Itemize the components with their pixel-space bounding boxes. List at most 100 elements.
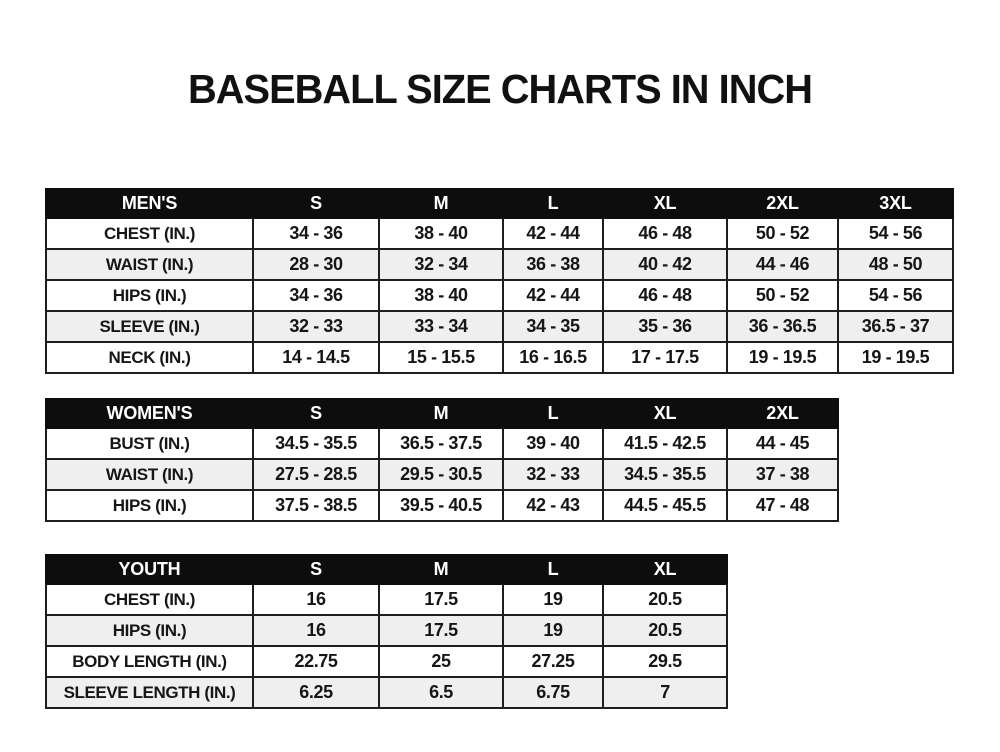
size-value-cell: 27.5 - 28.5	[252, 458, 380, 491]
page-title: BASEBALL SIZE CHARTS IN INCH	[188, 66, 813, 112]
size-column-header: XL	[602, 398, 728, 429]
table-row: HIPS (IN.) 34 - 36 38 - 40 42 - 44 46 - 48 50…	[45, 279, 954, 312]
size-value-cell: 46 - 48	[602, 279, 728, 312]
size-value-cell: 44.5 - 45.5	[602, 489, 728, 522]
size-value-cell: 37 - 38	[726, 458, 839, 491]
size-value-cell: 32 - 33	[252, 310, 380, 343]
table-row: CHEST (IN.) 16 17.5 19 20.5	[45, 583, 728, 616]
row-label: SLEEVE (IN.)	[45, 310, 254, 343]
size-value-cell: 34 - 36	[252, 217, 380, 250]
size-value-cell: 22.75	[252, 645, 380, 678]
size-column-header: S	[252, 188, 380, 219]
size-value-cell: 37.5 - 38.5	[252, 489, 380, 522]
size-value-cell: 54 - 56	[837, 279, 954, 312]
size-column-header: XL	[602, 554, 728, 585]
table-row: WAIST (IN.) 27.5 - 28.5 29.5 - 30.5 32 - 33…	[45, 458, 839, 491]
table-group-header: YOUTH	[45, 554, 254, 585]
row-label: BUST (IN.)	[45, 427, 254, 460]
table-row: HIPS (IN.) 37.5 - 38.5 39.5 - 40.5 42 - 43 4…	[45, 489, 839, 522]
size-value-cell: 54 - 56	[837, 217, 954, 250]
table-row: HIPS (IN.) 16 17.5 19 20.5	[45, 614, 728, 647]
size-column-header: 3XL	[837, 188, 954, 219]
size-value-cell: 44 - 46	[726, 248, 839, 281]
size-value-cell: 46 - 48	[602, 217, 728, 250]
table-row: BODY LENGTH (IN.) 22.75 25 27.25 29.5	[45, 645, 728, 678]
size-value-cell: 42 - 43	[502, 489, 604, 522]
size-value-cell: 16	[252, 614, 380, 647]
size-value-cell: 34 - 36	[252, 279, 380, 312]
size-value-cell: 38 - 40	[378, 217, 504, 250]
row-label: HIPS (IN.)	[45, 279, 254, 312]
size-value-cell: 14 - 14.5	[252, 341, 380, 374]
size-value-cell: 16	[252, 583, 380, 616]
row-label: CHEST (IN.)	[45, 217, 254, 250]
row-label: HIPS (IN.)	[45, 614, 254, 647]
table-group-header: WOMEN'S	[45, 398, 254, 429]
size-value-cell: 42 - 44	[502, 279, 604, 312]
size-value-cell: 50 - 52	[726, 279, 839, 312]
size-table-womens: WOMEN'S S M L XL 2XL BUST (IN.) 34.5 - 35.5 36.5…	[45, 398, 839, 522]
size-value-cell: 27.25	[502, 645, 604, 678]
size-value-cell: 35 - 36	[602, 310, 728, 343]
row-label: NECK (IN.)	[45, 341, 254, 374]
size-column-header: S	[252, 554, 380, 585]
size-value-cell: 17.5	[378, 614, 504, 647]
size-table-youth: YOUTH S M L XL CHEST (IN.) 16 17.5 19 20.5 HIPS (I…	[45, 554, 728, 709]
size-value-cell: 34 - 35	[502, 310, 604, 343]
size-value-cell: 32 - 34	[378, 248, 504, 281]
table-group-header: MEN'S	[45, 188, 254, 219]
size-value-cell: 42 - 44	[502, 217, 604, 250]
size-value-cell: 28 - 30	[252, 248, 380, 281]
row-label: SLEEVE LENGTH (IN.)	[45, 676, 254, 709]
size-value-cell: 38 - 40	[378, 279, 504, 312]
size-value-cell: 41.5 - 42.5	[602, 427, 728, 460]
size-value-cell: 34.5 - 35.5	[602, 458, 728, 491]
row-label: BODY LENGTH (IN.)	[45, 645, 254, 678]
header-row: WOMEN'S S M L XL 2XL	[45, 398, 839, 429]
row-label: WAIST (IN.)	[45, 248, 254, 281]
size-value-cell: 29.5 - 30.5	[378, 458, 504, 491]
size-value-cell: 32 - 33	[502, 458, 604, 491]
size-value-cell: 19	[502, 583, 604, 616]
size-table-mens: MEN'S S M L XL 2XL 3XL CHEST (IN.) 34 - 36 38 - 4…	[45, 188, 954, 374]
size-column-header: S	[252, 398, 380, 429]
size-value-cell: 47 - 48	[726, 489, 839, 522]
size-value-cell: 40 - 42	[602, 248, 728, 281]
size-value-cell: 19 - 19.5	[726, 341, 839, 374]
size-value-cell: 17.5	[378, 583, 504, 616]
size-column-header: L	[502, 398, 604, 429]
size-value-cell: 34.5 - 35.5	[252, 427, 380, 460]
size-value-cell: 36 - 38	[502, 248, 604, 281]
size-value-cell: 16 - 16.5	[502, 341, 604, 374]
size-value-cell: 50 - 52	[726, 217, 839, 250]
size-column-header: L	[502, 188, 604, 219]
size-value-cell: 36.5 - 37	[837, 310, 954, 343]
table-row: BUST (IN.) 34.5 - 35.5 36.5 - 37.5 39 - 40 4…	[45, 427, 839, 460]
header-row: MEN'S S M L XL 2XL 3XL	[45, 188, 954, 219]
table-row: CHEST (IN.) 34 - 36 38 - 40 42 - 44 46 - 48 5…	[45, 217, 954, 250]
table-row: SLEEVE (IN.) 32 - 33 33 - 34 34 - 35 35 - 36…	[45, 310, 954, 343]
size-value-cell: 25	[378, 645, 504, 678]
size-value-cell: 15 - 15.5	[378, 341, 504, 374]
size-value-cell: 36.5 - 37.5	[378, 427, 504, 460]
size-value-cell: 20.5	[602, 614, 728, 647]
table-row: WAIST (IN.) 28 - 30 32 - 34 36 - 38 40 - 42 4…	[45, 248, 954, 281]
size-value-cell: 29.5	[602, 645, 728, 678]
size-column-header: 2XL	[726, 398, 839, 429]
size-column-header: L	[502, 554, 604, 585]
size-column-header: M	[378, 554, 504, 585]
size-value-cell: 48 - 50	[837, 248, 954, 281]
row-label: CHEST (IN.)	[45, 583, 254, 616]
size-column-header: M	[378, 188, 504, 219]
size-value-cell: 39.5 - 40.5	[378, 489, 504, 522]
size-column-header: M	[378, 398, 504, 429]
size-value-cell: 6.5	[378, 676, 504, 709]
row-label: HIPS (IN.)	[45, 489, 254, 522]
size-value-cell: 6.25	[252, 676, 380, 709]
size-value-cell: 7	[602, 676, 728, 709]
size-value-cell: 44 - 45	[726, 427, 839, 460]
table-row: NECK (IN.) 14 - 14.5 15 - 15.5 16 - 16.5 17 …	[45, 341, 954, 374]
size-value-cell: 6.75	[502, 676, 604, 709]
size-value-cell: 39 - 40	[502, 427, 604, 460]
